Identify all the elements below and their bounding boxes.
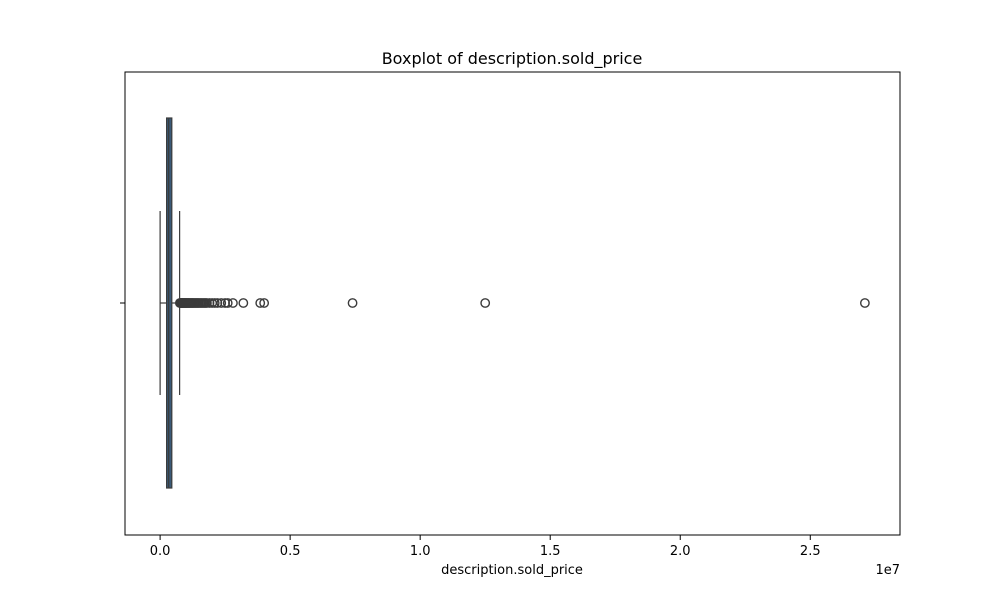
outlier-point: [222, 298, 233, 308]
plot-area-frame: [124, 71, 901, 536]
x-axis: 0.0 0.5 1.0 1.5 2.0 2.5: [150, 535, 821, 559]
outlier-point: [238, 298, 249, 308]
outlier-point: [228, 298, 238, 308]
outlier-point: [216, 298, 227, 308]
box-group: [159, 117, 181, 489]
x-tick-label: 0.5: [280, 544, 301, 559]
outlier-point: [207, 298, 218, 308]
x-axis-scale-note: 1e7: [875, 563, 900, 578]
outlier-point: [347, 298, 358, 308]
outlier-point: [859, 298, 870, 308]
x-tick-label: 2.5: [800, 544, 821, 559]
x-tick-label: 1.0: [410, 544, 431, 559]
chart-title: Boxplot of description.sold_price: [382, 49, 643, 69]
x-tick-label: 0.0: [150, 544, 171, 559]
outlier-point: [255, 298, 266, 308]
outlier-group: [174, 298, 870, 308]
x-tick-label: 2.0: [670, 544, 691, 559]
x-tick-label: 1.5: [540, 544, 561, 559]
outlier-point: [209, 298, 220, 308]
outlier-point: [259, 298, 270, 308]
x-axis-label: description.sold_price: [441, 563, 583, 578]
outlier-point: [480, 298, 491, 308]
